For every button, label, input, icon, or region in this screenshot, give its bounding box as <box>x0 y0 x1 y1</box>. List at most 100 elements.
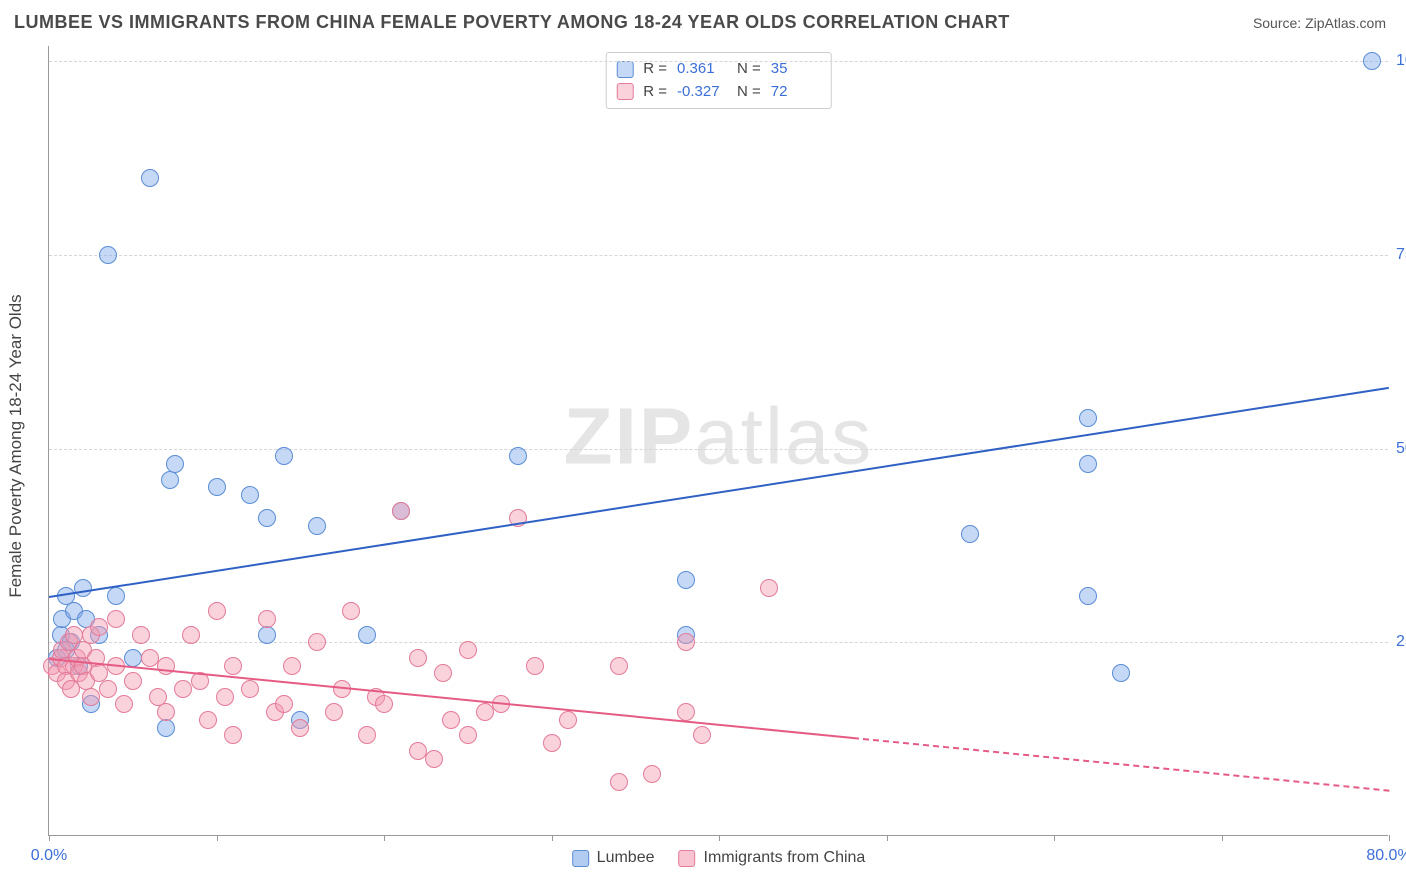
data-point <box>291 719 309 737</box>
x-tick <box>384 835 385 841</box>
data-point <box>107 610 125 628</box>
data-point <box>157 703 175 721</box>
data-point <box>141 649 159 667</box>
x-tick <box>1054 835 1055 841</box>
legend-item: Immigrants from China <box>679 849 866 867</box>
data-point <box>643 765 661 783</box>
data-point <box>961 525 979 543</box>
legend-series: Lumbee Immigrants from China <box>572 849 866 867</box>
chart-title: LUMBEE VS IMMIGRANTS FROM CHINA FEMALE P… <box>14 12 1010 33</box>
data-point <box>308 633 326 651</box>
data-point <box>115 695 133 713</box>
x-tick <box>217 835 218 841</box>
legend-item: Lumbee <box>572 849 655 867</box>
gridline <box>49 449 1388 450</box>
watermark-prefix: ZIP <box>564 391 694 480</box>
data-point <box>442 711 460 729</box>
data-point <box>1363 52 1381 70</box>
data-point <box>82 688 100 706</box>
data-point <box>208 478 226 496</box>
x-tick <box>1222 835 1223 841</box>
legend-swatch <box>616 83 633 100</box>
data-point <box>74 579 92 597</box>
data-point <box>677 703 695 721</box>
data-point <box>182 626 200 644</box>
data-point <box>342 602 360 620</box>
data-point <box>99 246 117 264</box>
data-point <box>392 502 410 520</box>
data-point <box>275 447 293 465</box>
data-point <box>224 657 242 675</box>
legend-r-label: R = <box>643 81 667 104</box>
data-point <box>224 726 242 744</box>
legend-swatch <box>679 850 696 867</box>
data-point <box>409 649 427 667</box>
data-point <box>409 742 427 760</box>
data-point <box>107 587 125 605</box>
y-tick-label: 25.0% <box>1396 633 1406 651</box>
y-tick-label: 75.0% <box>1396 246 1406 264</box>
plot-area: ZIPatlas R =0.361N =35R =-0.327N =72 Lum… <box>48 46 1388 836</box>
y-axis-label: Female Poverty Among 18-24 Year Olds <box>6 294 26 597</box>
legend-r-value: -0.327 <box>677 81 727 104</box>
x-tick <box>552 835 553 841</box>
data-point <box>610 773 628 791</box>
data-point <box>1079 455 1097 473</box>
data-point <box>199 711 217 729</box>
legend-swatch <box>616 61 633 78</box>
data-point <box>1079 409 1097 427</box>
watermark: ZIPatlas <box>564 390 873 482</box>
data-point <box>258 626 276 644</box>
source-attribution: Source: ZipAtlas.com <box>1253 15 1386 31</box>
data-point <box>375 695 393 713</box>
x-tick <box>887 835 888 841</box>
data-point <box>90 618 108 636</box>
watermark-suffix: atlas <box>694 391 873 480</box>
data-point <box>476 703 494 721</box>
x-tick <box>49 835 50 841</box>
data-point <box>526 657 544 675</box>
data-point <box>1079 587 1097 605</box>
legend-n-label: N = <box>737 81 761 104</box>
title-bar: LUMBEE VS IMMIGRANTS FROM CHINA FEMALE P… <box>0 0 1406 41</box>
data-point <box>509 447 527 465</box>
data-point <box>166 455 184 473</box>
data-point <box>425 750 443 768</box>
data-point <box>141 169 159 187</box>
y-tick-label: 50.0% <box>1396 440 1406 458</box>
data-point <box>241 486 259 504</box>
data-point <box>358 726 376 744</box>
data-point <box>258 610 276 628</box>
data-point <box>308 517 326 535</box>
x-tick-label: 80.0% <box>1366 847 1406 865</box>
data-point <box>610 657 628 675</box>
data-point <box>459 726 477 744</box>
gridline <box>49 255 1388 256</box>
legend-swatch <box>572 850 589 867</box>
trend-line <box>853 737 1389 792</box>
data-point <box>559 711 577 729</box>
legend-correlation-row: R = -0.327 N = 72 <box>616 81 821 104</box>
data-point <box>161 471 179 489</box>
data-point <box>434 664 452 682</box>
data-point <box>677 571 695 589</box>
data-point <box>258 509 276 527</box>
data-point <box>208 602 226 620</box>
data-point <box>459 641 477 659</box>
data-point <box>124 672 142 690</box>
data-point <box>241 680 259 698</box>
data-point <box>677 633 695 651</box>
y-tick-label: 100.0% <box>1396 52 1406 70</box>
gridline <box>49 61 1388 62</box>
x-tick <box>1389 835 1390 841</box>
data-point <box>543 734 561 752</box>
data-point <box>760 579 778 597</box>
data-point <box>283 657 301 675</box>
legend-label: Immigrants from China <box>704 849 866 867</box>
data-point <box>358 626 376 644</box>
legend-n-value: 72 <box>771 81 821 104</box>
data-point <box>216 688 234 706</box>
data-point <box>124 649 142 667</box>
data-point <box>132 626 150 644</box>
legend-label: Lumbee <box>597 849 655 867</box>
